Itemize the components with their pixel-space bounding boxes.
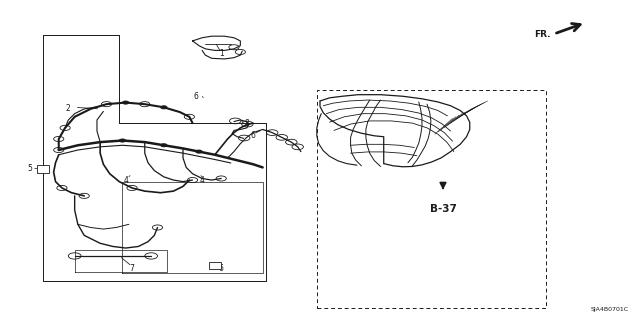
Text: 2: 2 [66,104,70,113]
Text: B-37: B-37 [429,204,456,213]
Text: 8: 8 [244,119,249,128]
Text: SJA4B0701C: SJA4B0701C [591,307,629,312]
Text: 6: 6 [219,264,223,273]
Text: 4: 4 [124,175,128,185]
Circle shape [161,144,167,147]
Bar [317,90,546,308]
Circle shape [122,101,129,104]
Text: 7: 7 [129,264,134,273]
Text: 6: 6 [251,131,255,140]
Text: FR.: FR. [534,30,550,39]
Text: 4: 4 [200,175,205,185]
Circle shape [119,139,125,142]
Circle shape [196,150,202,153]
Text: 6: 6 [193,92,198,101]
Text: 1: 1 [219,49,223,58]
Bar [37,165,49,173]
Circle shape [161,106,167,109]
Text: 5: 5 [28,165,33,174]
Bar [209,262,221,269]
